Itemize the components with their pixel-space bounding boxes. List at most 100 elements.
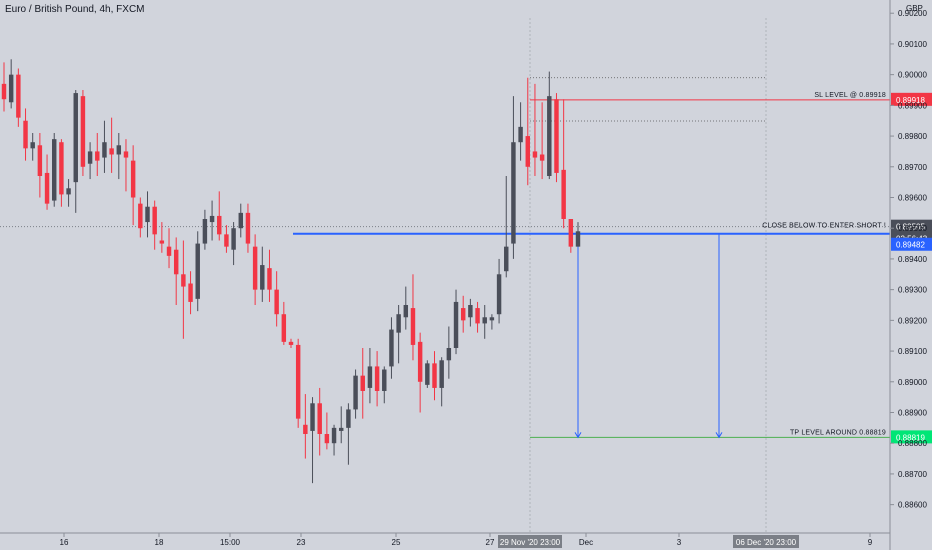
candle-body [389, 329, 394, 367]
candle-body [295, 344, 301, 419]
candle-body [554, 99, 559, 173]
price-tick-label: 0.89900 [898, 101, 927, 110]
candle-body [209, 215, 215, 223]
time-axis[interactable]: 16 18 15:00 23 25 27 Dec 3 9 29 Nov '20 23:00 06 D… [60, 533, 873, 548]
price-tick-label: 0.89800 [898, 132, 927, 141]
time-crosshair-bg [733, 535, 799, 548]
price-tick-label: 0.88700 [898, 470, 927, 479]
drawings-layer: SL LEVEL @ 0.89918 CLOSE BELOW TO ENTER S… [0, 77, 890, 439]
candle-body [23, 120, 28, 149]
candle-body [360, 375, 365, 391]
candle-body [145, 206, 150, 223]
candle-body [123, 151, 129, 158]
time-tick-label: 25 [392, 538, 401, 547]
candle-body [339, 427, 344, 431]
candle-body [173, 249, 179, 275]
candle-body [1, 83, 7, 100]
price-tick-label: 0.88600 [898, 501, 927, 510]
candle-body [188, 283, 193, 302]
chart-title: Euro / British Pound, 4h, FXCM [5, 4, 145, 15]
sl-price-tag: 0.89918 [896, 96, 925, 105]
time-tick-label: 3 [677, 538, 682, 547]
candle-body [539, 154, 545, 161]
candle-body [73, 93, 78, 183]
price-tick-label: 0.89100 [898, 347, 927, 356]
current-price-tag: 0.89505 [896, 223, 925, 232]
candle-body [95, 151, 100, 161]
time-tick-label: 27 [486, 538, 495, 547]
candle-body [547, 96, 552, 176]
candle-body [403, 305, 409, 318]
candle-body [317, 403, 322, 434]
candle-body [482, 317, 487, 324]
tp-price-tag: 0.88819 [896, 433, 925, 442]
candle-body [496, 274, 502, 315]
candle-body [382, 369, 387, 391]
candle-body [80, 96, 86, 167]
current-price-tag-bg [891, 219, 932, 233]
candle-body [561, 169, 566, 219]
candle-body [568, 219, 574, 247]
candle-body [346, 409, 351, 428]
candle-body [511, 142, 516, 244]
candle-body [288, 341, 294, 345]
candle-body [532, 151, 538, 158]
candle-body [439, 360, 444, 388]
candle-body [367, 366, 373, 388]
candle-body [52, 139, 57, 201]
candle-body [8, 74, 14, 103]
time-tick-label: Dec [579, 538, 593, 547]
candle-body [16, 74, 21, 118]
candle-body [37, 145, 43, 176]
time-tick-label: 16 [60, 538, 69, 547]
price-tick-label: 0.90200 [898, 9, 927, 18]
candle-body [44, 172, 50, 204]
candle-body [166, 246, 172, 256]
candle-body [217, 215, 222, 235]
candle-body [238, 212, 243, 229]
price-tick-label: 0.90100 [898, 40, 927, 49]
candle-body [224, 234, 229, 247]
time-crosshair-label: 06 Dec '20 23:00 [736, 538, 797, 547]
candle-body [245, 212, 251, 244]
candle-body [518, 126, 523, 143]
time-tick-label: 15:00 [220, 538, 241, 547]
candle-body [324, 434, 330, 444]
candle-body [446, 348, 452, 361]
time-crosshair-bg [498, 535, 562, 548]
price-tick-label: 0.89000 [898, 378, 927, 387]
candle-body [504, 246, 509, 272]
candle-body [374, 366, 380, 391]
price-tick-label: 0.89700 [898, 163, 927, 172]
candle-body [310, 403, 315, 431]
candle-body [202, 219, 208, 244]
candle-body [425, 363, 430, 385]
entry-level-label: CLOSE BELOW TO ENTER SHORT ! [762, 223, 886, 230]
candle-body [102, 142, 107, 158]
price-tick-label: 0.89200 [898, 316, 927, 325]
candle-body [281, 314, 287, 342]
candle-body [417, 341, 423, 382]
price-tick-label: 0.89300 [898, 286, 927, 295]
candle-body [353, 375, 358, 410]
candle-body [274, 289, 279, 315]
candle-body [575, 231, 581, 247]
candle-body [489, 317, 495, 321]
currency-label: GBP [906, 4, 923, 13]
price-tick-label: 0.89600 [898, 194, 927, 203]
candle-body [138, 203, 143, 229]
candle-body [130, 160, 136, 198]
tp-level-label: TP LEVEL AROUND 0.88819 [790, 429, 886, 436]
time-tick-label: 23 [297, 538, 306, 547]
price-tick-label: 0.90000 [898, 71, 927, 80]
candle-body [181, 274, 186, 287]
blue-price-tag-bg [891, 237, 932, 251]
projection-arrow-head [715, 432, 723, 439]
candle-body [231, 228, 236, 250]
candle-body [475, 308, 480, 324]
price-axis[interactable]: 0.90200 0.90100 0.90000 0.89900 0.89800 0.897… [890, 9, 927, 510]
time-tick-label: 9 [868, 538, 873, 547]
candle-body [87, 151, 93, 164]
